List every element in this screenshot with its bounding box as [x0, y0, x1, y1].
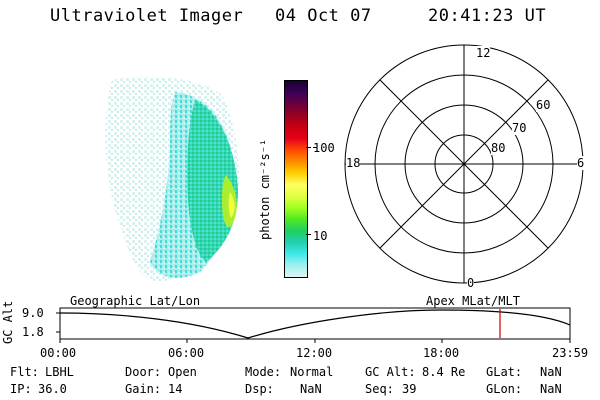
timeline-x-tick-0600: 06:00 [168, 346, 205, 360]
colorbar-tick-100: 100 [313, 141, 335, 155]
timeline-x-tick-2359: 23:59 [552, 346, 589, 360]
timeline-x-tick-1200: 12:00 [296, 346, 333, 360]
instrument-title: Ultraviolet Imager [50, 6, 244, 26]
status-mode-key: Mode: [245, 365, 282, 379]
colorbar-tickmark [306, 234, 311, 235]
polar-ring-label-80: 80 [491, 141, 506, 155]
polar-ring-label-70: 70 [512, 121, 527, 135]
polar-ring-label-60: 60 [536, 98, 551, 112]
status-gain-value: 14 [168, 382, 183, 396]
status-ip-value: 36.0 [38, 382, 67, 396]
status-ip-key: IP: [10, 382, 32, 396]
polar-label-left: 18 [346, 156, 361, 170]
altitude-curve [59, 309, 571, 339]
polar-label-bottom: 0 [467, 276, 475, 290]
status-glon-value: NaN [540, 382, 562, 396]
timeline-x-tick-0000: 00:00 [40, 346, 77, 360]
polar-label-top: 12 [476, 46, 491, 60]
colorbar-tick-10: 10 [313, 229, 328, 243]
status-gcalt-key: GC Alt: [365, 365, 416, 379]
timeline-x-tick-1800: 18:00 [423, 346, 460, 360]
status-seq-value: 39 [402, 382, 417, 396]
timeline-right-caption: Apex MLat/MLT [426, 294, 520, 308]
polar-label-right: 6 [577, 156, 585, 170]
status-dsp-value: NaN [300, 382, 322, 396]
date-label: 04 Oct 07 [275, 6, 372, 26]
timeline-left-caption: Geographic Lat/Lon [70, 294, 201, 308]
status-glat-value: NaN [540, 365, 562, 379]
timeline-y-tick-bottom: 1.8 [22, 325, 44, 339]
polar-diagonal [379, 79, 549, 249]
status-flt-value: LBHL [45, 365, 74, 379]
timeline-frame [59, 307, 571, 340]
status-seq-key: Seq: [365, 382, 394, 396]
colorbar-tickmark [306, 147, 311, 148]
status-door-value: Open [168, 365, 197, 379]
status-door-key: Door: [125, 365, 162, 379]
status-flt-key: Flt: [10, 365, 39, 379]
color-scale-bar [284, 80, 308, 278]
status-gain-key: Gain: [125, 382, 162, 396]
status-gcalt-value: 8.4 Re [422, 365, 466, 379]
colorbar-tickmark [313, 147, 317, 148]
status-glat-key: GLat: [486, 365, 523, 379]
status-dsp-key: Dsp: [245, 382, 274, 396]
timeline-y-tick-top: 9.0 [22, 306, 44, 320]
time-label: 20:41:23 UT [428, 6, 547, 26]
status-glon-key: GLon: [486, 382, 523, 396]
status-mode-value: Normal [290, 365, 334, 379]
